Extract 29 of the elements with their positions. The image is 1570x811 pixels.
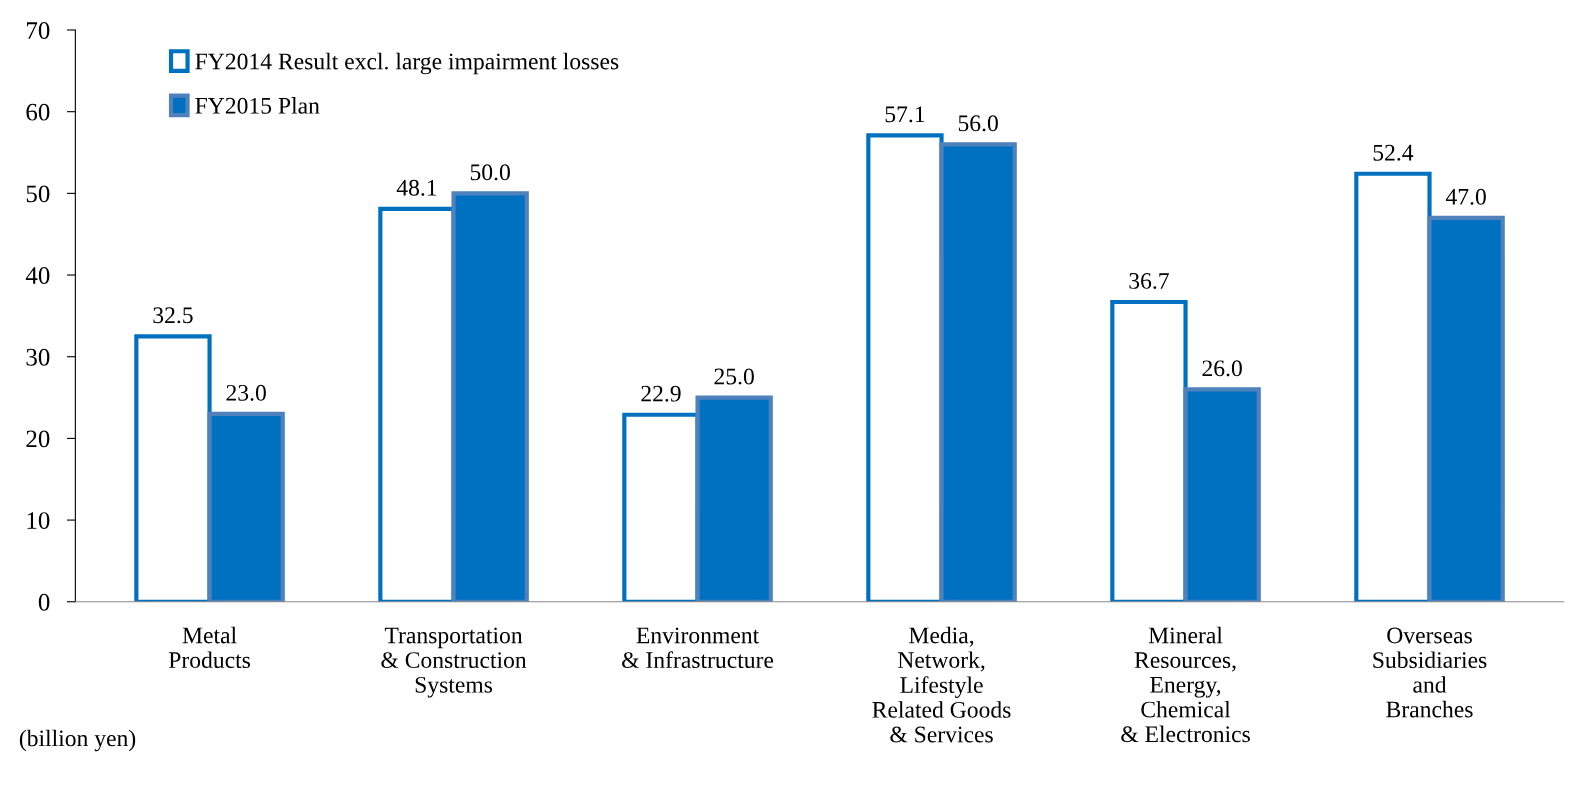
data-label: 57.1 <box>885 106 925 123</box>
data-label: 32.5 <box>153 307 193 324</box>
x-tick-label: Transportation & Construction Systems <box>381 627 527 698</box>
data-label: 25.0 <box>714 368 754 385</box>
y-tick-label: 10 <box>27 512 50 529</box>
legend-label: FY2014 Result excl. large impairment losses <box>195 52 619 75</box>
x-tick-label: Environment & Infrastructure <box>622 627 774 669</box>
y-tick-label: 30 <box>26 348 50 366</box>
data-label: 48.1 <box>396 179 437 196</box>
y-tick-label: 70 <box>27 22 50 39</box>
x-tick-label: Metal Products <box>168 626 251 669</box>
data-label: 52.4 <box>1373 144 1414 161</box>
x-tick-label: Mineral Resources, Energy, Chemical & Electronics <box>1121 626 1250 743</box>
y-tick-label: 20 <box>26 430 50 448</box>
x-tick-label: Overseas Subsidiaries and Branches <box>1373 627 1487 718</box>
text: (billion yen) <box>19 729 136 752</box>
legend-label: FY2015 Plan <box>195 97 320 114</box>
data-label: 56.0 <box>958 115 998 132</box>
y-tick-label: 60 <box>26 103 50 121</box>
y-tick-label: 0 <box>38 593 50 611</box>
data-label: 47.0 <box>1445 188 1486 205</box>
x-tick-label: Media, Network, Lifestyle Related Goods & Services <box>872 626 1011 743</box>
y-tick-label: 50 <box>26 185 50 203</box>
data-label: 36.7 <box>1129 273 1169 289</box>
data-label: 26.0 <box>1202 360 1242 377</box>
y-tick-label: 40 <box>25 267 50 284</box>
data-label: 23.0 <box>226 384 266 401</box>
data-label: 22.9 <box>641 385 681 402</box>
data-label: 50.0 <box>470 164 510 181</box>
